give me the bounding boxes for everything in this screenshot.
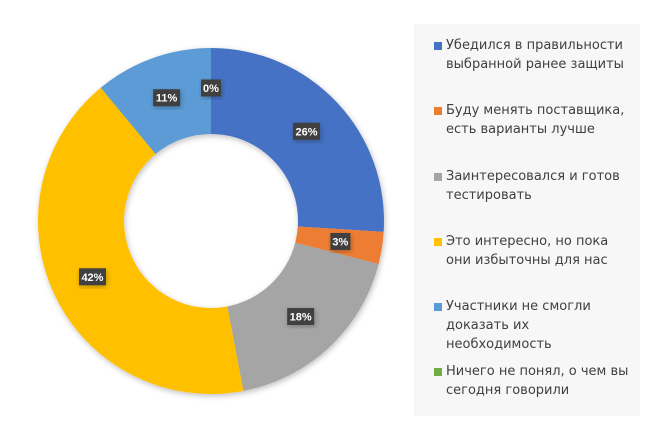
legend-label: Участники не смогли доказать их необходи… <box>446 299 591 353</box>
data-label-box <box>153 89 181 107</box>
data-label-box <box>287 307 315 325</box>
legend: Убедился в правильности выбранной ранее … <box>414 24 640 416</box>
data-label-box <box>201 79 221 97</box>
data-label-box <box>330 232 351 250</box>
legend-swatch <box>434 107 442 116</box>
data-label-box <box>292 122 320 140</box>
legend-item[interactable]: Ничего не понял, о чем вы сегодня говори… <box>434 362 632 427</box>
data-label-text: 42% <box>81 272 103 284</box>
legend-label: Убедился в правильности выбранной ранее … <box>446 38 624 72</box>
legend-item[interactable]: Это интересно, но пока они избыточны для… <box>434 232 632 297</box>
data-label-text: 3% <box>332 236 348 248</box>
legend-label: Ничего не понял, о чем вы сегодня говори… <box>446 364 629 399</box>
data-label-text: 26% <box>295 126 317 138</box>
legend-label: Это интересно, но пока они избыточны для… <box>446 233 609 268</box>
data-label-text: 0% <box>203 83 219 95</box>
data-label: 3% <box>330 232 351 250</box>
data-label-text: 11% <box>156 93 178 105</box>
legend-item[interactable]: Заинтересовался и готов тестировать <box>434 167 632 232</box>
legend-swatch <box>434 172 442 181</box>
data-label-text: 18% <box>290 311 312 323</box>
legend-item[interactable]: Буду менять поставщика, есть варианты лу… <box>434 101 632 166</box>
data-label: 26% <box>292 122 320 140</box>
data-label: 11% <box>153 89 181 107</box>
data-label-box <box>78 268 106 286</box>
legend-swatch <box>434 42 442 50</box>
legend-label: Заинтересовался и готов тестировать <box>446 168 620 203</box>
donut-slice[interactable] <box>211 48 385 232</box>
data-label: 42% <box>78 268 106 286</box>
legend-label: Буду менять поставщика, есть варианты лу… <box>446 103 625 138</box>
legend-swatch <box>434 368 442 377</box>
legend-swatch <box>434 303 442 312</box>
legend-swatch <box>434 237 442 246</box>
data-label: 18% <box>287 307 315 325</box>
legend-item[interactable]: Участники не смогли доказать их необходи… <box>434 297 632 362</box>
data-label: 0% <box>201 79 221 97</box>
donut-slice[interactable] <box>38 87 244 395</box>
legend-item[interactable]: Убедился в правильности выбранной ранее … <box>434 36 632 101</box>
